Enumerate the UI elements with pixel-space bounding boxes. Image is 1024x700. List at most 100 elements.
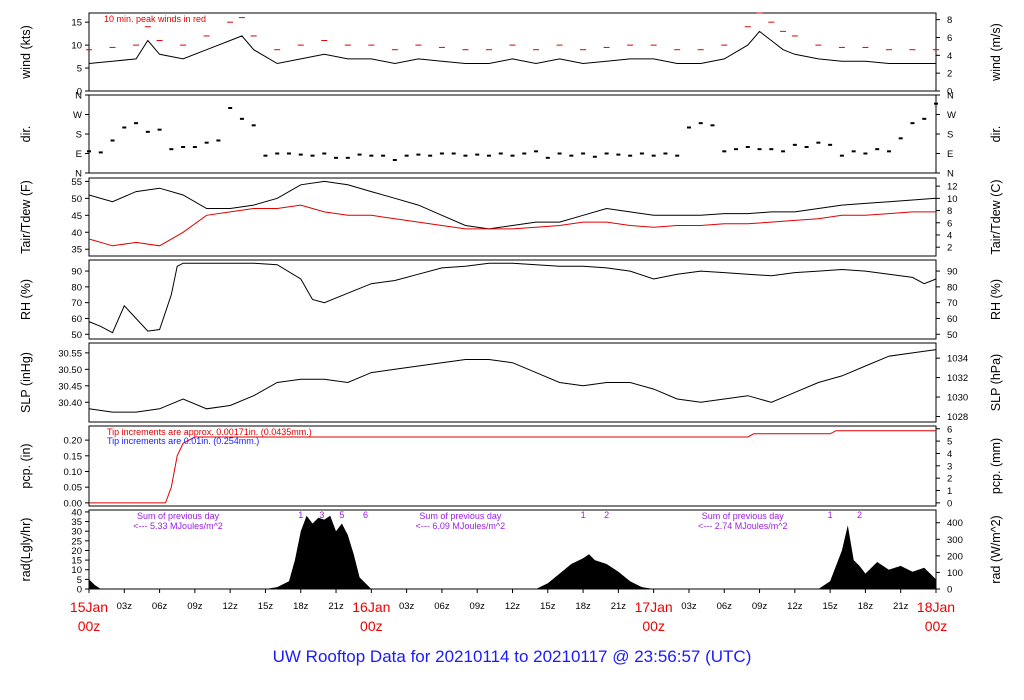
dir-mark	[322, 152, 327, 155]
left-axis-label: wind (kts)	[19, 25, 33, 79]
dir-mark	[122, 126, 127, 129]
hour-label: 3	[319, 510, 324, 520]
dir-mark	[263, 154, 268, 157]
right-axis-label: rad (W/m^2)	[989, 515, 1003, 583]
dir-mark	[251, 124, 256, 127]
right-tick-label: 1032	[947, 373, 968, 384]
panel-frame	[88, 259, 937, 340]
left-axis-label: pcp. (in)	[19, 443, 33, 488]
right-tick-label: 3	[947, 461, 952, 472]
right-axis-label: RH (%)	[989, 279, 1003, 320]
dir-mark	[804, 146, 809, 148]
left-tick-label: 20	[71, 546, 82, 557]
left-axis-label: dir.	[19, 126, 33, 143]
right-tick-label: 8	[947, 15, 952, 26]
dir-mark	[498, 152, 503, 155]
panel-slp: SLP (inHg) SLP (hPa) 30.40 30.45 30.50 30.55 1…	[19, 342, 1003, 423]
hour-label: 2	[604, 510, 609, 520]
dir-mark	[334, 156, 339, 159]
dir-mark	[428, 154, 433, 157]
left-tick-label: 0.15	[64, 451, 83, 462]
left-tick-label: 0.10	[64, 467, 83, 478]
day-date-label: 17Jan	[635, 599, 673, 615]
day-sum-title: Sum of previous day	[137, 511, 220, 521]
dir-mark	[181, 146, 186, 148]
right-tick-label: 90	[947, 267, 958, 278]
left-tick-label: N	[75, 91, 82, 102]
series-rad	[89, 515, 936, 589]
dir-mark	[522, 152, 527, 155]
time-tick-label: 15z	[258, 601, 274, 612]
left-tick-label: 80	[71, 282, 82, 293]
right-tick-label: 300	[947, 535, 963, 546]
time-tick-label: 21z	[611, 601, 627, 612]
hour-label: 1	[581, 510, 586, 520]
time-tick-label: 15z	[822, 601, 838, 612]
dir-mark	[910, 122, 915, 125]
dir-mark	[404, 154, 409, 157]
time-tick-label: 03z	[681, 601, 697, 612]
day-sum-value: <--- 5.33 MJoules/m^2	[133, 521, 223, 531]
series-Tdew	[88, 204, 936, 247]
right-tick-label: 50	[947, 330, 958, 341]
left-tick-label: S	[76, 130, 82, 141]
right-tick-label: 2	[947, 69, 952, 80]
dir-mark	[875, 148, 880, 151]
dir-mark	[639, 152, 644, 155]
left-tick-label: 5	[77, 64, 82, 75]
right-tick-label: 400	[947, 518, 963, 529]
hour-label: 5	[339, 510, 344, 520]
time-tick-label: 18z	[575, 601, 591, 612]
dir-mark	[698, 122, 703, 125]
dir-mark	[628, 154, 633, 157]
time-tick-label: 12z	[505, 601, 521, 612]
dir-mark	[310, 154, 315, 157]
dir-mark	[745, 146, 750, 148]
right-tick-label: 2	[947, 474, 952, 485]
panel-temp: Tair/Tdew (F) Tair/Tdew (C) 35 40 45 50 55 2 468…	[19, 177, 1003, 257]
left-tick-label: 70	[71, 298, 82, 309]
dir-mark	[863, 152, 868, 155]
dir-mark	[87, 150, 91, 153]
panel-frame	[88, 342, 937, 423]
dir-mark	[651, 154, 656, 157]
dir-mark	[886, 150, 891, 153]
day-date-label: 16Jan	[352, 599, 390, 615]
dir-mark	[604, 152, 609, 155]
day-sum-value: <--- 2.74 MJoules/m^2	[698, 521, 788, 531]
time-tick-label: 18z	[858, 601, 874, 612]
left-tick-label: 40	[71, 228, 82, 239]
series-Tair	[88, 180, 937, 230]
left-tick-label: 30	[71, 527, 82, 538]
right-tick-label: 80	[947, 282, 958, 293]
peak-annotation: 10 min. peak winds in red	[104, 14, 206, 24]
dir-mark	[686, 126, 691, 129]
dir-mark	[416, 153, 421, 156]
day-sum-title: Sum of previous day	[702, 511, 785, 521]
right-tick-label: 70	[947, 298, 958, 309]
left-tick-label: N	[75, 169, 82, 180]
panel-frame	[88, 12, 937, 92]
day-sum-title: Sum of previous day	[419, 511, 502, 521]
dir-mark	[192, 146, 197, 148]
left-tick-label: 60	[71, 314, 82, 325]
left-tick-label: 10	[71, 565, 82, 576]
dir-mark	[216, 139, 221, 142]
dir-mark	[581, 152, 586, 155]
dir-mark	[616, 153, 621, 156]
left-tick-label: 50	[71, 194, 82, 205]
dir-mark	[663, 152, 668, 155]
right-tick-label: 4	[947, 449, 952, 460]
left-tick-label: 15	[71, 556, 82, 567]
dir-mark	[145, 130, 150, 133]
dir-mark	[392, 159, 397, 161]
dir-mark	[534, 150, 539, 153]
right-tick-label: 2	[947, 243, 952, 254]
left-tick-label: E	[76, 149, 82, 160]
right-tick-label: 8	[947, 206, 952, 217]
day-time-label: 00z	[78, 618, 101, 634]
dir-mark	[792, 143, 797, 146]
left-tick-label: 25	[71, 536, 82, 547]
day-time-label: 00z	[925, 618, 948, 634]
left-tick-label: 45	[71, 211, 82, 222]
